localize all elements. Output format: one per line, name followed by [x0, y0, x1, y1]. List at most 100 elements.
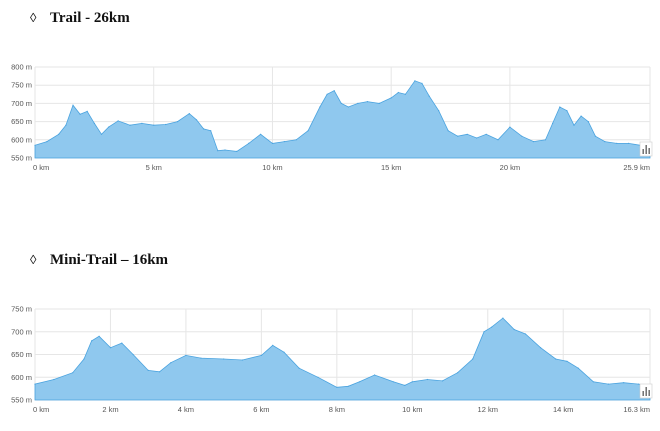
mini-trail-elevation-point — [524, 333, 527, 335]
diamond-bullet-icon: ◊ — [30, 252, 37, 267]
mini-trail-elevation-point — [566, 360, 568, 362]
mini-trail-elevation-point — [426, 378, 428, 381]
mini-trail-elevation-point — [592, 381, 595, 383]
trail-elevation-point — [466, 133, 468, 135]
trail-x-tick-label: 5 km — [146, 163, 162, 172]
mini-trail-elevation-point — [502, 317, 504, 319]
mini-trail-x-tick-label: 16.3 km — [623, 405, 650, 414]
mini-trail-elevation-point — [260, 354, 262, 356]
mini-trail-elevation-point — [392, 381, 394, 383]
bar-chart-icon[interactable] — [639, 141, 653, 157]
trail-y-tick-label: 650 m — [11, 117, 32, 126]
mini-trail-elevation-point — [513, 328, 515, 331]
trail-elevation-point — [573, 124, 575, 126]
trail-elevation-point — [559, 106, 561, 108]
trail-elevation-point — [86, 110, 88, 112]
trail-elevation-point — [457, 135, 459, 137]
trail-elevation-point — [404, 93, 406, 95]
trail-x-tick-label: 15 km — [381, 163, 401, 172]
mini-trail-elevation-point — [374, 374, 376, 376]
mini-trail-x-tick-label: 12 km — [478, 405, 498, 414]
trail-elevation-point — [248, 142, 250, 144]
trail-elevation-point — [46, 141, 48, 143]
trail-elevation-point — [580, 115, 582, 117]
trail-x-tick-label: 20 km — [500, 163, 520, 172]
mini-trail-y-tick-label: 750 m — [11, 305, 32, 314]
mini-trail-16km-elevation-chart: 550 m 600 m 650 m 700 m 750 m 0 km 2 km 4 km 6 k… — [11, 305, 653, 414]
trail-elevation-point — [100, 133, 103, 135]
bar-chart-icon[interactable] — [639, 383, 653, 399]
mini-trail-x-tick-label: 2 km — [102, 405, 118, 414]
trail-elevation-point — [58, 133, 60, 135]
trail-elevation-point — [347, 106, 349, 108]
trail-elevation-point — [326, 93, 328, 95]
trail-elevation-point — [604, 141, 606, 143]
trail-elevation-point — [93, 122, 95, 124]
trail-y-tick-label: 800 m — [11, 63, 32, 72]
trail-elevation-point — [533, 141, 535, 143]
trail-elevation-point — [224, 149, 226, 151]
mini-trail-elevation-point — [483, 331, 485, 333]
trail-elevation-point — [485, 133, 487, 135]
mini-trail-elevation-point — [132, 353, 134, 356]
trail-elevation-point — [628, 142, 630, 144]
mini-trail-x-tick-label: 6 km — [253, 405, 269, 414]
trail-elevation-point — [421, 82, 423, 84]
mini-trail-elevation-area — [34, 317, 651, 401]
trail-elevation-point — [203, 128, 205, 130]
trail-y-tick-label: 750 m — [11, 81, 32, 90]
trail-y-tick-label: 550 m — [11, 154, 32, 163]
trail-26km-title: ◊ Trail - 26km — [30, 10, 130, 27]
trail-elevation-point — [616, 142, 618, 144]
mini-trail-elevation-point — [457, 372, 459, 374]
trail-elevation-point — [117, 120, 119, 122]
trail-elevation-point — [79, 113, 81, 115]
mini-trail-elevation-point — [170, 362, 172, 364]
mini-trail-x-tick-label: 0 km — [33, 405, 49, 414]
mini-trail-elevation-point — [347, 385, 349, 387]
trail-elevation-point — [333, 90, 335, 92]
mini-trail-elevation-point — [223, 358, 225, 360]
mini-trail-elevation-point — [623, 382, 625, 384]
trail-elevation-point — [307, 130, 309, 132]
trail-elevation-point — [476, 137, 478, 139]
trail-elevation-point — [271, 142, 274, 144]
trail-26km-title-text: Trail - 26km — [50, 10, 130, 26]
trail-elevation-point — [552, 122, 554, 124]
mini-trail-elevation-point — [109, 347, 112, 349]
trail-y-tick-label: 700 m — [11, 99, 32, 108]
trail-x-tick-label: 10 km — [262, 163, 282, 172]
trail-elevation-point — [447, 130, 449, 132]
mini-trail-elevation-point — [200, 357, 202, 359]
trail-elevation-point — [129, 124, 131, 126]
trail-elevation-point — [566, 110, 568, 112]
trail-elevation-point — [319, 106, 321, 108]
mini-trail-elevation-point — [298, 367, 300, 369]
mini-trail-elevation-point — [72, 372, 74, 374]
mini-trail-y-tick-label: 650 m — [11, 350, 32, 359]
mini-trail-elevation-point — [638, 383, 640, 385]
mini-trail-16km-title: ◊ Mini-Trail – 16km — [30, 252, 168, 269]
mini-trail-elevation-point — [53, 378, 55, 381]
trail-elevation-point — [72, 104, 74, 106]
mini-trail-x-tick-label: 14 km — [553, 405, 573, 414]
mini-trail-elevation-point — [555, 358, 557, 360]
trail-elevation-point — [397, 91, 399, 94]
mini-trail-elevation-point — [317, 376, 319, 378]
mini-trail-elevation-point — [283, 351, 285, 353]
trail-x-tick-label: 25.9 km — [623, 163, 650, 172]
trail-elevation-point — [509, 126, 511, 128]
mini-trail-elevation-point — [490, 326, 493, 328]
mini-trail-elevation-point — [411, 381, 413, 383]
trail-elevation-point — [153, 124, 155, 126]
trail-elevation-point — [65, 124, 67, 126]
trail-elevation-point — [378, 102, 380, 104]
trail-x-tick-label: 0 km — [33, 163, 49, 172]
trail-elevation-point — [521, 135, 523, 137]
trail-elevation-point — [414, 80, 416, 82]
trail-elevation-point — [438, 110, 440, 112]
trail-elevation-point — [295, 139, 297, 141]
mini-trail-elevation-point — [91, 340, 93, 342]
trail-elevation-point — [357, 102, 359, 104]
trail-elevation-point — [188, 113, 190, 115]
